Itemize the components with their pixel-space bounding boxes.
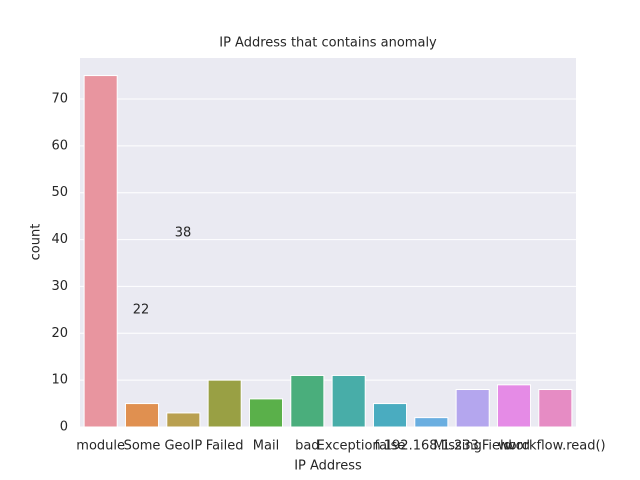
y-tick-label: 70 [51, 92, 68, 107]
x-tick-label: false [375, 439, 406, 454]
x-tick-label: MissingField [433, 439, 511, 454]
x-tick-label: bad [295, 439, 319, 454]
annotation: 22 [133, 303, 150, 318]
x-tick-label: GeoIP [164, 439, 202, 454]
bar [124, 403, 160, 428]
x-tick-label: Some [124, 439, 161, 454]
bar [331, 374, 366, 428]
bar [496, 384, 532, 428]
x-tick-label: Failed [206, 439, 244, 454]
x-tick-label: workflow.read() [505, 439, 606, 454]
bar [538, 389, 573, 428]
bar [290, 374, 325, 428]
x-tick-label: module [76, 439, 125, 454]
bar [414, 417, 449, 428]
x-tick-label: 192.168.1.233 [384, 439, 479, 454]
x-axis-label: IP Address [294, 459, 362, 474]
x-tick-label: word [498, 439, 530, 454]
x-tick-label: Exception [317, 439, 381, 454]
y-tick-label: 60 [51, 138, 68, 153]
bar [248, 398, 284, 428]
bar [83, 75, 118, 428]
chart-title: IP Address that contains anomaly [219, 36, 437, 51]
y-tick-label: 10 [51, 373, 68, 388]
bar [372, 403, 408, 428]
annotation: 38 [175, 226, 192, 241]
y-tick-label: 40 [51, 232, 68, 247]
y-tick-label: 30 [51, 279, 68, 294]
y-tick-label: 50 [51, 185, 68, 200]
y-axis-label: count [29, 224, 44, 261]
bar [207, 379, 242, 428]
bar [166, 412, 201, 428]
plot-area [80, 58, 576, 427]
y-tick-label: 20 [51, 326, 68, 341]
bar [455, 389, 490, 428]
y-tick-label: 0 [60, 420, 68, 435]
x-tick-label: Mail [253, 439, 279, 454]
